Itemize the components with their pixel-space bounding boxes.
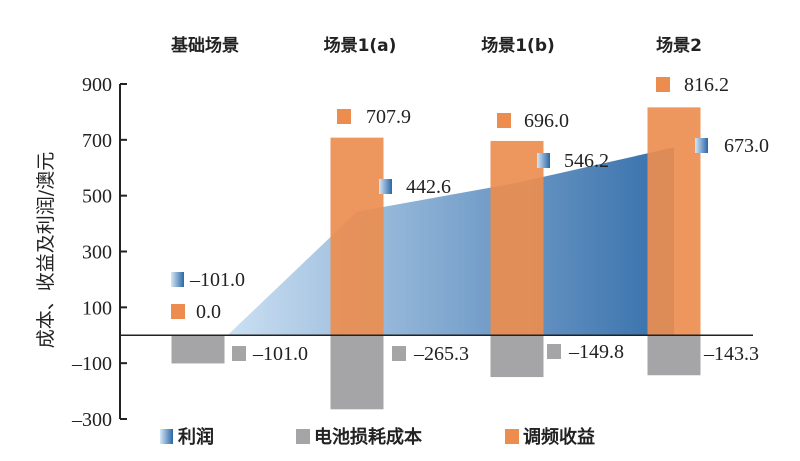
y-tick-label: –100 bbox=[71, 353, 112, 375]
revenue-data-label: 707.9 bbox=[366, 106, 411, 128]
cost-marker-icon bbox=[296, 429, 310, 444]
revenue-marker-icon bbox=[171, 304, 185, 319]
y-tick-label: 700 bbox=[82, 130, 112, 152]
revenue-data-label: 0.0 bbox=[196, 301, 221, 323]
revenue-bar bbox=[330, 137, 384, 336]
profit-data-label: 546.2 bbox=[564, 150, 609, 172]
profit-marker-icon bbox=[160, 429, 173, 444]
cost-bar bbox=[171, 335, 225, 364]
profit-data-label: 673.0 bbox=[724, 135, 769, 157]
legend-item: 电池损耗成本 bbox=[296, 426, 422, 448]
revenue-bar bbox=[647, 107, 701, 336]
legend-label: 调频收益 bbox=[523, 426, 595, 448]
cost-data-label: –101.0 bbox=[252, 343, 308, 365]
legend-item: 利润 bbox=[160, 426, 214, 448]
cost-bar bbox=[647, 335, 701, 376]
category-label: 场景1(b) bbox=[481, 36, 555, 56]
y-tick-label: –300 bbox=[71, 409, 112, 431]
profit-marker-icon bbox=[695, 138, 708, 153]
y-tick-label: 500 bbox=[82, 186, 112, 208]
revenue-marker-icon bbox=[497, 113, 511, 128]
profit-marker-icon bbox=[537, 153, 550, 168]
revenue-data-label: 696.0 bbox=[524, 110, 569, 132]
revenue-marker-icon bbox=[656, 77, 670, 92]
revenue-marker-icon bbox=[337, 109, 351, 124]
profit-data-label: –101.0 bbox=[189, 269, 245, 291]
y-axis-title: 成本、收益及利润/澳元 bbox=[35, 152, 57, 348]
y-tick-label: 300 bbox=[82, 242, 112, 264]
cost-bar bbox=[330, 335, 384, 410]
category-label: 场景2 bbox=[656, 36, 702, 56]
category-label: 场景1(a) bbox=[324, 36, 397, 56]
cost-marker-icon bbox=[232, 346, 246, 361]
revenue-marker-icon bbox=[505, 429, 519, 444]
cost-marker-icon bbox=[392, 346, 406, 361]
profit-marker-icon bbox=[379, 179, 392, 194]
y-tick-label: 900 bbox=[82, 74, 112, 96]
legend-item: 调频收益 bbox=[505, 426, 595, 448]
cost-bar bbox=[490, 335, 544, 378]
cost-data-label: –265.3 bbox=[413, 343, 469, 365]
profit-marker-icon bbox=[171, 272, 184, 287]
revenue-bar bbox=[490, 140, 544, 336]
y-tick-label: 100 bbox=[82, 297, 112, 319]
cost-data-label: –149.8 bbox=[568, 341, 624, 363]
cost-marker-icon bbox=[547, 344, 561, 359]
category-label: 基础场景 bbox=[170, 35, 239, 56]
legend-label: 电池损耗成本 bbox=[314, 426, 422, 448]
profit-data-label: 442.6 bbox=[406, 176, 451, 198]
cost-data-label: –143.3 bbox=[703, 343, 759, 365]
revenue-data-label: 816.2 bbox=[684, 74, 729, 96]
legend-label: 利润 bbox=[178, 426, 214, 448]
